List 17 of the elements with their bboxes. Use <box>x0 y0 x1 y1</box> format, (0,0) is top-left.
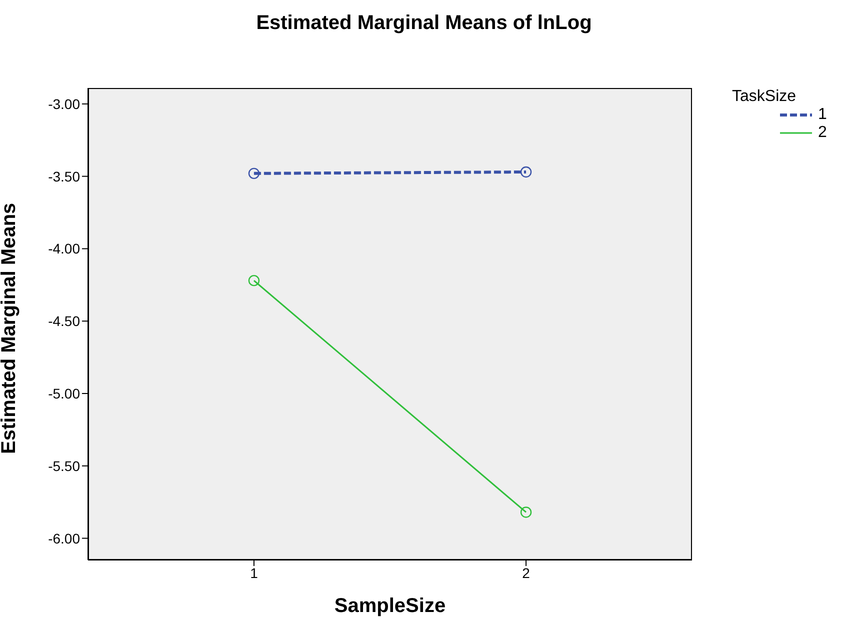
legend-label: 2 <box>818 124 827 142</box>
y-tick-label: -6.00 <box>48 530 80 546</box>
point <box>520 506 532 518</box>
point <box>520 166 532 178</box>
y-tick-label: -5.50 <box>48 458 80 474</box>
y-axis-title: Estimated Marginal Means <box>0 202 20 454</box>
y-tick-label: -3.50 <box>48 168 80 184</box>
y-tick-label: -3.00 <box>48 96 80 112</box>
legend-title: TaskSize <box>732 88 798 106</box>
legend-label: 1 <box>818 106 827 124</box>
y-tick-label: -4.50 <box>48 313 80 330</box>
x-axis-title: SampleSize <box>334 595 446 617</box>
point <box>248 274 260 286</box>
y-tick-label: -4.00 <box>48 240 80 257</box>
point <box>248 168 260 180</box>
y-tick-label: -5.00 <box>48 385 80 402</box>
chart-title: Estimated Marginal Means of lnLog <box>255 12 593 35</box>
